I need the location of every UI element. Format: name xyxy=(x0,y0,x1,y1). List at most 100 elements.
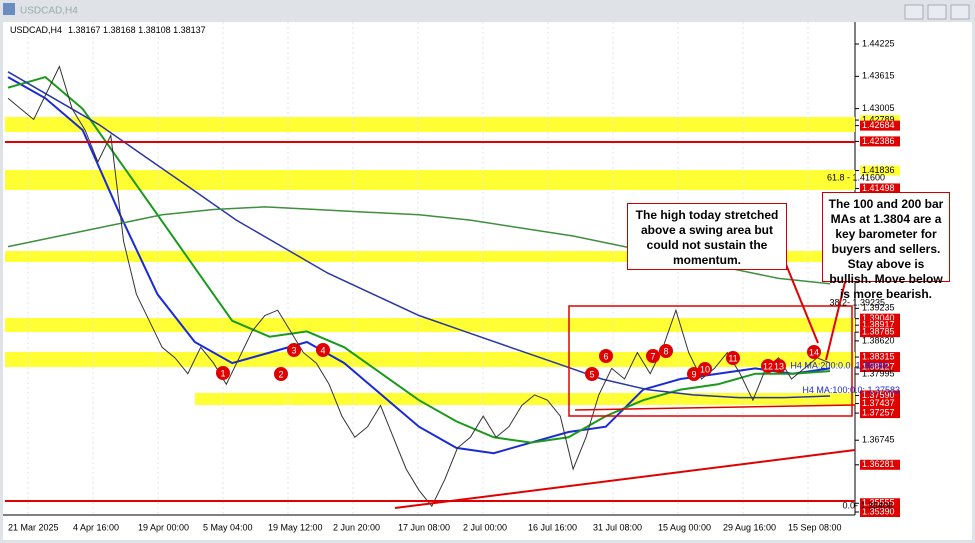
level-label: 61.8 - 1.41600 xyxy=(827,172,885,182)
marker-label: 10 xyxy=(700,364,710,374)
moving-average xyxy=(7,71,831,399)
marker xyxy=(216,366,230,380)
yellow-band xyxy=(5,117,855,132)
label-bg xyxy=(860,459,900,470)
marker xyxy=(646,349,660,363)
marker xyxy=(274,367,288,381)
marker xyxy=(698,362,712,376)
ohlc: 1.38167 1.38168 1.38108 1.38137 xyxy=(68,25,206,35)
range-box xyxy=(568,305,853,417)
symbol: USDCAD,H4 xyxy=(10,25,62,35)
time-label: 15 Sep 08:00 xyxy=(788,522,842,532)
level-label: 0.0- 1.35406 xyxy=(842,501,893,511)
marker xyxy=(761,359,775,373)
marker xyxy=(772,359,786,373)
marker xyxy=(726,351,740,365)
price-label: 1.36281 xyxy=(862,459,895,469)
time-label: 19 Apr 00:00 xyxy=(138,522,189,532)
price-label: 1.38785 xyxy=(862,327,895,337)
yellow-band xyxy=(5,170,855,190)
price-label: 1.39040 xyxy=(862,313,895,323)
marker xyxy=(287,343,301,357)
trend-line xyxy=(394,449,856,509)
label-bg xyxy=(860,165,900,176)
price-label: 1.35555 xyxy=(862,498,895,508)
annotation: The 100 and 200 bar MAs at 1.3804 are a … xyxy=(822,192,950,301)
marker-label: 4 xyxy=(320,345,325,355)
time-label: 2 Jul 00:00 xyxy=(463,522,507,532)
marker xyxy=(585,367,599,381)
label-bg xyxy=(860,506,900,517)
price-label: 1.42684 xyxy=(862,120,895,130)
time-label: 5 May 04:00 xyxy=(203,522,253,532)
label-bg xyxy=(860,115,900,126)
marker xyxy=(687,367,701,381)
marker xyxy=(659,344,673,358)
marker-label: 7 xyxy=(650,351,655,361)
price-label: 1.37995 xyxy=(862,368,895,378)
marker-label: 14 xyxy=(809,347,819,357)
price-label: 1.37590 xyxy=(862,390,895,400)
marker-label: 3 xyxy=(291,345,296,355)
marker xyxy=(316,343,330,357)
price-label: 1.43005 xyxy=(862,103,895,113)
label-bg xyxy=(860,120,900,131)
price-label: 1.38917 xyxy=(862,320,895,330)
time-label: 19 May 12:00 xyxy=(268,522,323,532)
price-label: 1.44225 xyxy=(862,38,895,48)
time-label: 16 Jul 16:00 xyxy=(528,522,577,532)
price-line xyxy=(7,65,831,508)
level-label: 38.2- 1.39235 xyxy=(829,298,885,308)
marker xyxy=(599,349,613,363)
label-bg xyxy=(860,352,900,363)
marker-label: 8 xyxy=(663,346,668,356)
grid xyxy=(27,22,809,515)
label-bg xyxy=(860,390,900,401)
price-label: 1.39235 xyxy=(862,303,895,313)
time-label: 21 Mar 2025 xyxy=(8,522,59,532)
marker-label: 11 xyxy=(728,353,737,363)
arrow xyxy=(825,281,846,361)
price-label: 1.38620 xyxy=(862,335,895,345)
marker-label: 13 xyxy=(774,361,784,371)
moving-average xyxy=(7,75,831,444)
marker-label: 12 xyxy=(763,361,773,371)
window-title: USDCAD,H4 xyxy=(20,6,78,17)
annotation: The high today stretched above a swing a… xyxy=(627,203,787,270)
time-label: 29 Aug 16:00 xyxy=(723,522,776,532)
time-label: 4 Apr 16:00 xyxy=(73,522,119,532)
drawings xyxy=(5,141,856,509)
yellow-band xyxy=(5,318,855,332)
trend-line xyxy=(574,404,856,411)
price-label: 1.36745 xyxy=(862,435,895,445)
yellow-band xyxy=(195,393,855,405)
price-label: 1.35390 xyxy=(862,506,895,516)
marker-label: 9 xyxy=(691,369,696,379)
yellow-band xyxy=(5,251,855,262)
label-bg xyxy=(860,327,900,338)
price-label: 1.41498 xyxy=(862,183,895,193)
close-button[interactable] xyxy=(950,4,970,20)
marker-label: 1 xyxy=(220,368,225,378)
minimize-button[interactable] xyxy=(904,4,924,20)
time-label: 15 Aug 00:00 xyxy=(658,522,711,532)
label-bg xyxy=(860,362,900,373)
time-label: 31 Jul 08:00 xyxy=(593,522,642,532)
window-icon xyxy=(3,3,15,15)
price-label: 1.38127 xyxy=(862,361,895,371)
marker-label: 6 xyxy=(603,351,608,361)
label-bg xyxy=(860,313,900,324)
price-label: 1.37437 xyxy=(862,398,895,408)
label-bg xyxy=(860,183,900,194)
window-buttons[interactable] xyxy=(904,4,970,20)
time-label: 2 Jun 20:00 xyxy=(333,522,380,532)
time-label: 17 Jun 08:00 xyxy=(398,522,450,532)
marker-label: 2 xyxy=(278,369,283,379)
maximize-button[interactable] xyxy=(927,4,947,20)
marker-label: 5 xyxy=(589,369,594,379)
price-label: 1.38315 xyxy=(862,351,895,361)
